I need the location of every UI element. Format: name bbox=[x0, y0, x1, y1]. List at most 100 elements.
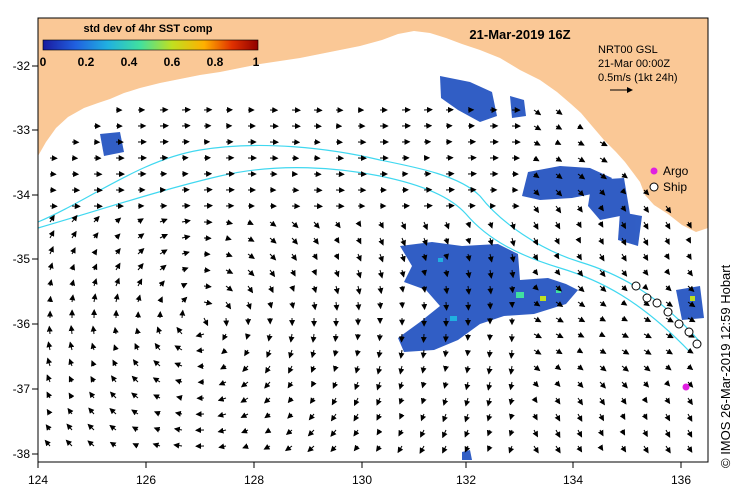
current-vector bbox=[555, 172, 563, 180]
current-vector bbox=[333, 269, 340, 278]
current-vector bbox=[554, 221, 561, 230]
current-vector bbox=[577, 269, 584, 277]
vector-key: NRT00 GSL 21-Mar 00:00Z 0.5m/s (1kt 24h) bbox=[598, 44, 677, 93]
current-vector bbox=[46, 357, 53, 367]
current-vector bbox=[464, 365, 471, 374]
current-vector bbox=[313, 221, 320, 229]
current-vector bbox=[376, 381, 382, 391]
current-vector bbox=[643, 365, 651, 372]
current-vector bbox=[195, 331, 205, 338]
current-vector bbox=[533, 300, 541, 307]
current-vector bbox=[555, 348, 563, 355]
current-vector bbox=[47, 295, 54, 303]
current-vector bbox=[376, 397, 382, 406]
current-vector bbox=[665, 300, 674, 307]
current-vector bbox=[599, 173, 607, 180]
current-vector bbox=[132, 359, 139, 367]
current-vector bbox=[554, 237, 560, 245]
current-vector bbox=[554, 364, 562, 371]
current-vector bbox=[355, 237, 362, 245]
current-vector bbox=[665, 445, 671, 454]
current-vector bbox=[287, 381, 294, 389]
current-vector bbox=[311, 269, 317, 276]
current-vector bbox=[68, 375, 75, 383]
current-vector bbox=[225, 219, 234, 226]
current-vector bbox=[90, 342, 97, 351]
vector-key-line3: 0.5m/s (1kt 24h) bbox=[598, 72, 677, 84]
current-vector bbox=[153, 394, 161, 400]
current-vector bbox=[487, 253, 494, 263]
current-vector bbox=[597, 429, 604, 437]
current-vector bbox=[240, 412, 249, 418]
current-vector bbox=[553, 252, 560, 260]
current-vector bbox=[263, 397, 271, 404]
current-vector bbox=[378, 253, 384, 263]
current-vector bbox=[509, 221, 516, 231]
current-vector bbox=[621, 269, 628, 277]
current-vector bbox=[263, 444, 271, 450]
argo-legend-icon bbox=[650, 167, 658, 175]
current-vector bbox=[398, 429, 404, 437]
imos-credit: © IMOS 26-Mar-2019 12:59 Hobart bbox=[718, 264, 733, 468]
colorbar-tick: 0.6 bbox=[164, 55, 181, 69]
lat-tick-label: -38 bbox=[13, 447, 31, 461]
current-vector bbox=[685, 236, 691, 244]
current-vector bbox=[376, 333, 383, 342]
current-vector bbox=[555, 332, 564, 339]
current-vector bbox=[264, 412, 271, 419]
current-vector bbox=[687, 316, 696, 323]
current-vector bbox=[307, 429, 315, 437]
current-vector bbox=[619, 413, 626, 420]
current-vector bbox=[137, 248, 145, 255]
current-vector bbox=[597, 221, 604, 228]
current-vector bbox=[114, 262, 121, 271]
vector-key-line1: NRT00 GSL bbox=[598, 44, 658, 56]
current-vector bbox=[45, 424, 52, 431]
current-vector bbox=[290, 269, 296, 277]
current-vector bbox=[399, 412, 405, 420]
current-vector bbox=[333, 365, 339, 373]
current-vector bbox=[598, 331, 606, 337]
current-vector bbox=[153, 411, 161, 417]
current-vector bbox=[533, 140, 541, 146]
current-vector bbox=[89, 391, 96, 399]
current-vector bbox=[91, 278, 98, 287]
colorbar-tick: 0.2 bbox=[78, 55, 95, 69]
current-vector bbox=[113, 344, 119, 351]
current-vector bbox=[642, 445, 649, 454]
current-vector bbox=[47, 279, 54, 287]
current-vector bbox=[442, 349, 449, 358]
current-vector bbox=[532, 155, 540, 162]
current-vector bbox=[576, 123, 584, 130]
current-vector bbox=[509, 285, 516, 294]
current-vector bbox=[509, 413, 515, 421]
lon-tick-label: 124 bbox=[28, 473, 48, 487]
current-vector bbox=[245, 301, 252, 310]
colorbar-tick: 0.8 bbox=[207, 55, 224, 69]
current-vector bbox=[398, 397, 405, 405]
current-vector bbox=[400, 237, 406, 247]
current-vector bbox=[487, 285, 494, 295]
current-vector bbox=[218, 379, 227, 386]
current-vector bbox=[685, 253, 692, 260]
current-vector bbox=[486, 413, 493, 422]
current-vector bbox=[87, 423, 95, 431]
current-vector bbox=[269, 237, 277, 244]
current-vector bbox=[225, 235, 232, 241]
current-vector bbox=[353, 444, 360, 452]
current-vector bbox=[247, 253, 255, 259]
current-vector bbox=[400, 221, 406, 230]
current-vector bbox=[665, 205, 672, 214]
current-vector bbox=[135, 294, 142, 303]
current-vector bbox=[465, 285, 472, 295]
current-vector bbox=[533, 365, 541, 372]
current-vector bbox=[132, 443, 140, 449]
current-vector bbox=[508, 349, 515, 359]
current-vector bbox=[443, 269, 450, 278]
current-vector bbox=[221, 347, 228, 355]
current-vector bbox=[334, 221, 341, 229]
current-vector bbox=[152, 442, 161, 449]
current-vector bbox=[486, 349, 493, 358]
ship-marker bbox=[652, 298, 662, 308]
current-vector bbox=[284, 445, 293, 452]
